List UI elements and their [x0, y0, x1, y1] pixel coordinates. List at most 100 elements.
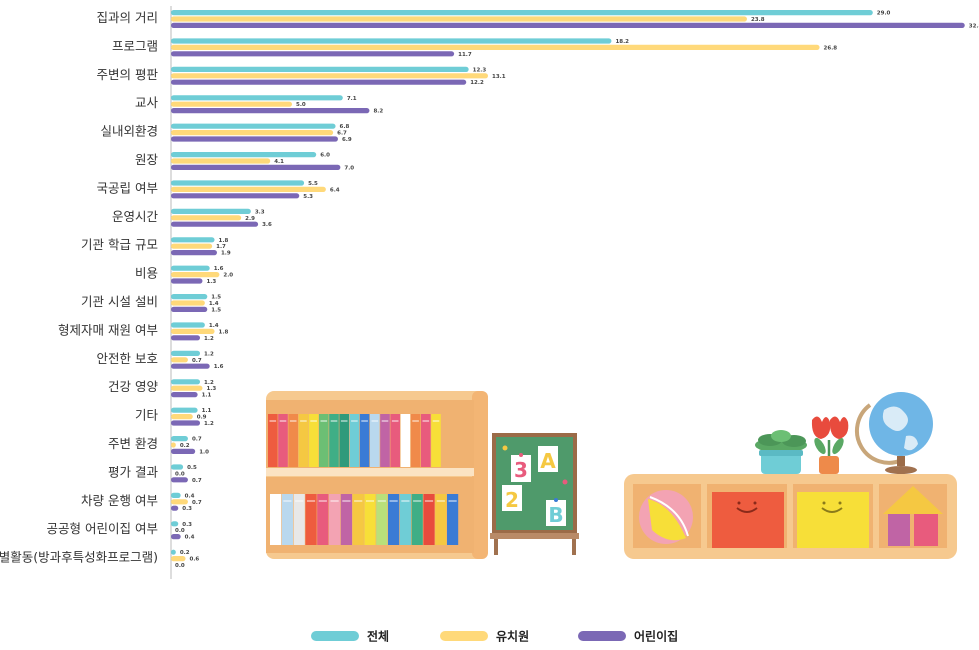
bar-유치원	[171, 186, 326, 192]
category-label: 원장	[135, 152, 159, 167]
value-label: 1.4	[209, 301, 219, 307]
category-label: 차량 운행 여부	[81, 493, 158, 508]
tulip-icon	[811, 416, 849, 474]
bar-유치원	[171, 272, 220, 278]
book	[308, 414, 319, 467]
book	[281, 494, 293, 545]
book	[370, 414, 380, 467]
book-band	[354, 500, 363, 502]
bar-어린이집	[171, 306, 208, 312]
bar-유치원	[171, 158, 271, 164]
board-letter: 2	[505, 488, 519, 512]
bar-전체	[171, 10, 873, 16]
category-label: 기타	[135, 408, 159, 423]
value-label: 0.2	[180, 443, 190, 449]
book	[298, 414, 309, 467]
bookshelf-icon	[266, 391, 488, 559]
value-label: 1.3	[206, 279, 216, 285]
value-label: 1.0	[199, 449, 209, 455]
bar-전체	[171, 379, 201, 385]
bar-어린이집	[171, 448, 196, 454]
book	[435, 494, 447, 545]
bar-전체	[171, 95, 343, 101]
bar-전체	[171, 521, 179, 527]
book-band	[365, 500, 375, 502]
value-label: 0.9	[197, 415, 207, 421]
value-label: 0.3	[182, 506, 192, 512]
bar-어린이집	[171, 392, 198, 398]
bar-유치원	[171, 73, 489, 79]
book-band	[320, 420, 328, 422]
bar-전체	[171, 436, 188, 442]
book	[270, 494, 282, 545]
book-band	[402, 420, 409, 422]
book-band	[340, 420, 348, 422]
book-band	[351, 420, 358, 422]
bar-유치원	[171, 556, 186, 562]
value-label: 1.2	[204, 421, 214, 427]
book-band	[432, 420, 440, 422]
book	[293, 494, 305, 545]
bar-유치원	[171, 414, 193, 420]
bar-유치원	[171, 385, 203, 391]
bar-전체	[171, 294, 208, 300]
value-label: 6.0	[320, 153, 330, 159]
value-label: 1.2	[204, 351, 214, 357]
book	[329, 414, 339, 467]
value-label: 6.9	[342, 137, 352, 143]
bar-전체	[171, 350, 201, 356]
category-label: 기관 학급 규모	[81, 237, 158, 252]
bar-전체	[171, 492, 181, 498]
value-label: 0.7	[192, 437, 202, 443]
value-label: 2.0	[223, 273, 233, 279]
book	[339, 414, 349, 467]
bar-어린이집	[171, 193, 300, 199]
book-band	[300, 420, 307, 422]
book	[410, 414, 421, 467]
category-label: 건강 영양	[108, 379, 158, 394]
category-label: 비용	[135, 266, 158, 281]
book	[288, 414, 298, 467]
bar-어린이집	[171, 51, 455, 57]
bar-어린이집	[171, 278, 203, 284]
ball-icon	[639, 490, 693, 544]
book-band	[289, 420, 297, 422]
book-band	[271, 500, 280, 502]
value-label: 12.3	[473, 67, 487, 73]
value-label: 2.9	[245, 216, 255, 222]
value-label: 6.8	[340, 124, 350, 130]
bar-전체	[171, 407, 198, 413]
category-label: 실내외환경	[100, 124, 158, 139]
value-label: 1.5	[211, 295, 221, 301]
book	[423, 494, 435, 545]
value-label: 32.8	[969, 23, 979, 29]
value-label: 3.3	[255, 209, 265, 215]
value-label: 6.7	[337, 131, 347, 137]
bar-어린이집	[171, 420, 201, 426]
bar-어린이집	[171, 22, 965, 28]
book-band	[279, 420, 287, 422]
value-label: 26.8	[824, 45, 838, 51]
decor-illustration: 3 A 2 B	[266, 391, 957, 559]
value-label: 1.1	[202, 408, 212, 414]
bar-전체	[171, 180, 305, 186]
value-label: 1.8	[219, 329, 229, 335]
category-label: 공공형 어린이집 여부	[47, 521, 158, 536]
bar-어린이집	[171, 79, 467, 85]
value-label: 6.4	[330, 187, 340, 193]
book	[376, 494, 388, 545]
bar-어린이집	[171, 477, 188, 483]
value-label: 1.2	[204, 336, 214, 342]
book	[340, 494, 352, 545]
category-label: 형제자매 재원 여부	[58, 322, 158, 337]
bar-전체	[171, 549, 176, 555]
category-label: 운영시간	[112, 209, 159, 224]
book-band	[391, 420, 399, 422]
value-label: 18.2	[615, 39, 629, 45]
legend-label: 유치원	[496, 629, 529, 644]
book	[400, 414, 411, 467]
category-label: 특별활동(방과후특성화프로그램)	[0, 550, 158, 565]
bar-전체	[171, 265, 210, 271]
value-label: 7.0	[344, 165, 354, 171]
bar-유치원	[171, 499, 188, 505]
